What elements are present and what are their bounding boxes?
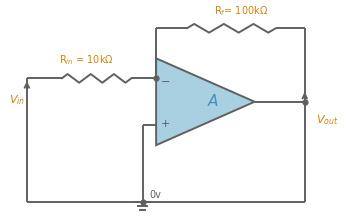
Text: $-$: $-$ [160, 75, 171, 85]
Polygon shape [156, 58, 255, 145]
Text: V$_{out}$: V$_{out}$ [316, 113, 339, 127]
Text: $+$: $+$ [160, 118, 171, 129]
Text: A: A [208, 94, 218, 109]
Text: R$_{in}$ = 10kΩ: R$_{in}$ = 10kΩ [59, 53, 114, 67]
Text: V$_{in}$: V$_{in}$ [9, 93, 25, 107]
Text: 0v: 0v [149, 190, 161, 200]
Text: R$_f$= 100kΩ: R$_f$= 100kΩ [214, 4, 268, 18]
